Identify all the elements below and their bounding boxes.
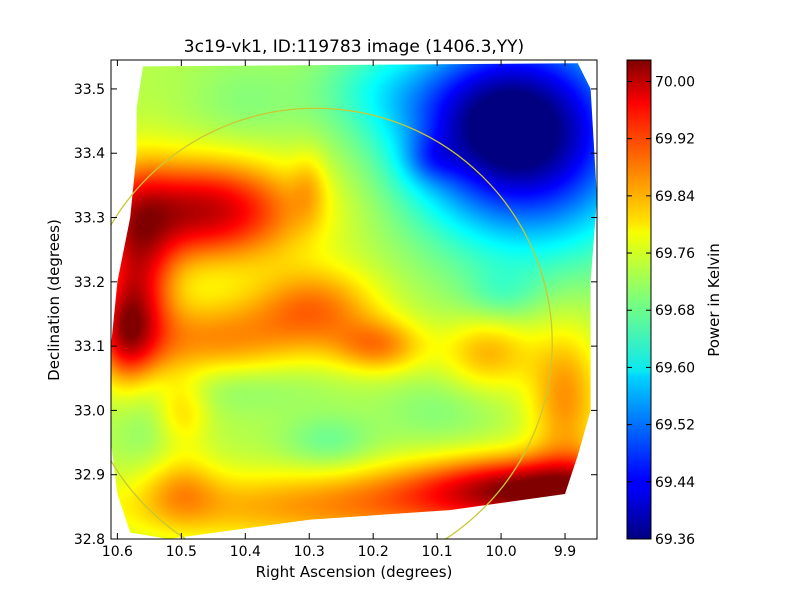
x-tick-label: 10.0 [485,544,516,560]
x-tick-label: 10.6 [102,544,133,560]
colorbar-tick-label: 69.44 [655,475,695,491]
colorbar-tick-label: 69.52 [655,418,695,434]
y-tick-label: 33.4 [74,146,105,162]
colorbar-tick-label: 69.76 [655,246,695,262]
y-axis-label: Declination (degrees) [45,219,63,381]
x-tick-label: 9.9 [554,544,576,560]
y-tick-label: 33.2 [74,275,105,291]
x-tick-label: 10.2 [358,544,389,560]
x-tick-label: 10.5 [166,544,197,560]
heatmap-image [111,63,597,539]
y-axis: 32.8 32.9 33.0 33.1 33.2 33.3 33.4 33.5 [74,82,597,548]
colorbar: 70.00 69.92 69.84 69.76 69.68 69.60 69.52 69.44… [626,59,723,548]
y-tick-label: 33.5 [74,82,105,98]
colorbar-frame [626,59,652,540]
x-tick-label: 10.1 [422,544,453,560]
x-tick-label: 10.3 [294,544,325,560]
y-tick-label: 33.0 [74,403,105,419]
colorbar-tick-label: 69.60 [655,360,695,376]
x-tick-label: 10.4 [230,544,261,560]
y-tick-label: 33.3 [74,211,105,227]
plot-frame [110,59,598,540]
colorbar-label: Power in Kelvin [705,243,723,357]
colorbar-tick-label: 70.00 [655,74,695,90]
colorbar-gradient [627,60,651,539]
beam-circle [111,107,553,539]
colorbar-ticks: 70.00 69.92 69.84 69.76 69.68 69.60 69.52 69.44… [627,74,695,548]
colorbar-tick-label: 69.36 [655,532,695,548]
plot-area [111,63,597,539]
y-tick-label: 32.8 [74,532,105,548]
x-axis-label: Right Ascension (degrees) [256,563,453,581]
colorbar-tick-label: 69.68 [655,303,695,319]
colorbar-tick-label: 69.92 [655,132,695,148]
chart-title: 3c19-vk1, ID:119783 image (1406.3,YY) [184,37,524,57]
x-axis: 10.6 10.5 10.4 10.3 10.2 10.1 10.0 9.9 [102,60,576,560]
colorbar-tick-label: 69.84 [655,189,695,205]
y-tick-label: 32.9 [74,468,105,484]
y-tick-label: 33.1 [74,339,105,355]
